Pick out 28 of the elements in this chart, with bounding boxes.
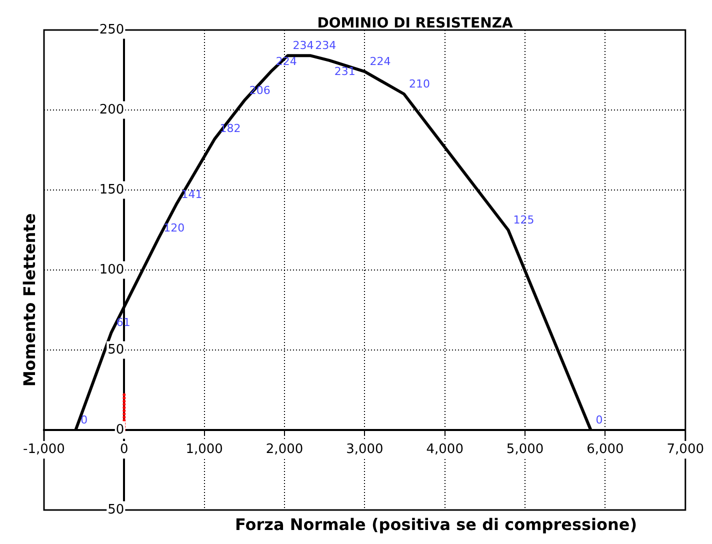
- data-label: 0: [80, 413, 88, 426]
- data-label: 125: [513, 213, 534, 226]
- y-tick-label: 150: [99, 182, 124, 198]
- x-tick-label: 2,000: [266, 442, 304, 458]
- x-tick-label: 1,000: [186, 442, 223, 458]
- y-tick-label: 0: [116, 422, 124, 438]
- data-label: 231: [334, 64, 356, 78]
- x-tick-label: 4,000: [426, 442, 464, 458]
- data-label: 224: [370, 54, 391, 68]
- y-tick-label: 200: [99, 102, 124, 118]
- data-label: 210: [408, 77, 430, 90]
- data-label: 120: [164, 221, 185, 234]
- y-tick-label: 100: [99, 262, 124, 278]
- data-label: 234: [315, 38, 336, 52]
- y-tick-label: 250: [99, 22, 124, 38]
- x-tick-label: 3,000: [346, 442, 384, 458]
- data-label: 0: [596, 413, 603, 426]
- y-axis-title: Momento Flettente: [20, 213, 40, 387]
- y-tick-label: 50: [108, 502, 124, 518]
- x-tick-label: 6,000: [586, 442, 624, 458]
- data-label: 141: [181, 188, 202, 201]
- x-axis-title: Forza Normale (positiva se di compressione): [234, 515, 638, 534]
- x-tick-label: 7,000: [666, 442, 704, 458]
- chart-title: DOMINIO DI RESISTENZA: [317, 16, 513, 32]
- x-tick-label: -1,000: [23, 442, 65, 458]
- y-tick-label: 50: [108, 342, 124, 358]
- data-label: 234: [292, 38, 314, 52]
- x-tick-label: 5,000: [506, 442, 544, 458]
